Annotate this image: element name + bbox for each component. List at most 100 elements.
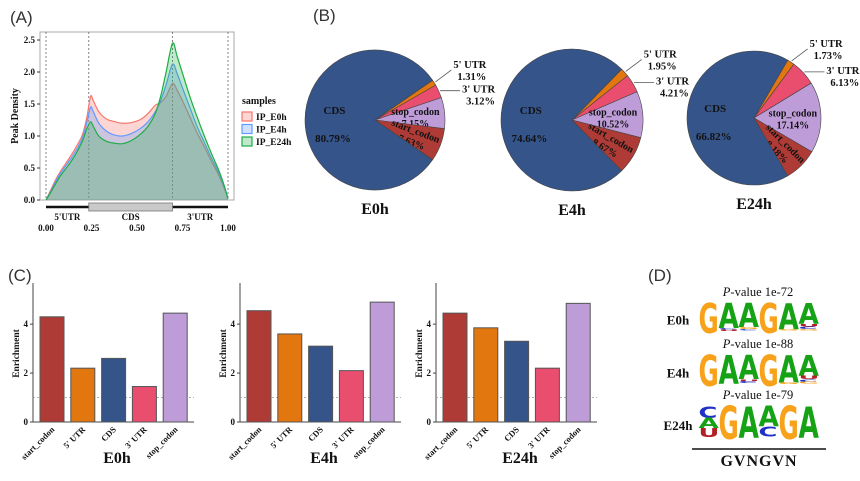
bar-start_codon [442,312,468,423]
legend-title: samples [242,96,276,107]
slice-CDS [500,48,623,192]
y-axis-title: Peak Density [10,88,21,144]
logo-letter-C: C [799,379,818,383]
x-tick-label: 0.00 [38,223,54,233]
y-axis-title: Enrichment [12,328,22,377]
slice-stop_codon [753,82,822,153]
logo-letter-C: C [739,328,758,330]
legend-label-IP_E0h: IP_E0h [256,113,287,123]
x-tick-label: 0.50 [129,223,145,233]
x-cat-label: CDS [99,424,118,443]
y-axis-title: Enrichment [219,328,229,377]
x-cat-label: 5' UTR [268,424,295,451]
area-IP_E4h [46,63,228,200]
density-chart: 0.0 0.5 1.0 1.5 2.0 2.5 5'UTR CDS 3'UTR 0.00 0.25 0… [10,31,292,233]
pie-out-pct: 4.21% [660,89,689,100]
logo-row-label: E0h [667,313,690,328]
x-cat-label: stop_codon [350,424,386,460]
leader-line [625,59,642,72]
pie-cds-pct: 66.82% [696,131,732,143]
logo-letter-C: C [719,328,738,330]
y-tick-label: 0 [24,417,29,427]
pie-in-label: stop_codon [391,107,440,118]
logo-letter-G: G [759,348,779,397]
pie-out-pct: 1.31% [457,72,486,83]
bar-chart-title: E0h [103,450,131,467]
x-cat-label: 5' UTR [61,424,88,451]
bar-CDS [101,357,127,423]
logo-letter-A: A [799,349,820,383]
logo-letter-G: G [779,329,799,331]
y-tick-label: 0 [427,417,432,427]
leader-line [791,48,808,62]
y-tick-label: 2 [427,368,432,378]
pie-out-pct: 6.13% [830,78,859,89]
y-tick-label: 2.0 [24,67,36,77]
panel-a-label: (A) [10,8,33,27]
pie-title: E24h [736,196,772,213]
bar-start_codon [39,316,65,423]
bar-chart-title: E4h [310,450,338,467]
pvalue-label: P-value 1e-72 [722,285,793,299]
logo-letter-U: U [799,323,820,327]
pie-out-label: 5' UTR [810,39,843,50]
region-box-cds [88,202,173,212]
plot-frame [39,31,235,201]
area-IP_E24h [46,42,228,201]
pie-out-label: 3' UTR [656,77,689,88]
legend-label-IP_E4h: IP_E4h [256,126,287,136]
x-cat-label: 3' UTR [526,424,553,451]
region-label: 5'UTR [54,212,81,222]
x-cat-label: start_codon [19,424,57,462]
x-cat-label: 3' UTR [123,424,150,451]
logo-letter-A: A [719,297,740,337]
logo-letter-A: A [779,297,799,338]
pie-out-label: 5' UTR [453,60,486,71]
x-cat-label: start_codon [226,424,264,462]
panel-c-label: (C) [8,266,32,285]
legend-label-IP_E24h: IP_E24h [256,138,292,148]
logo-letter-C: C [799,326,818,330]
consensus-label: GVNGVN [720,453,797,470]
y-tick-label: 2.5 [24,35,36,45]
pie-out-label: 3' UTR [462,85,495,96]
y-axis-title: Enrichment [415,328,425,377]
bar-stop_codon [162,312,188,423]
y-tick-label: 4 [427,319,432,329]
logo-letter-U: U [739,379,760,382]
pvalue-label: P-value 1e-79 [722,388,793,402]
pie-cds-label: CDS [520,105,542,117]
pie-out-pct: 3.12% [466,97,495,108]
pie-out-label: 5' UTR [644,49,677,60]
slice-CDS [304,49,434,191]
logo-letter-A: A [799,297,820,331]
pie-cds-pct: 80.79% [315,133,351,145]
logo-letter-G: G [779,382,799,384]
pie-in-pct: 10.52% [597,120,630,131]
leader-line [435,69,452,83]
x-cat-label: start_codon [422,424,460,462]
line-IP_E4h [45,63,229,201]
bar-CDS [504,340,530,423]
bar-3' UTR [131,386,157,423]
pie-out-pct: 1.95% [648,61,677,72]
y-tick-label: 2 [231,368,236,378]
region-label: CDS [122,212,140,222]
logo-letter-U: U [799,375,820,380]
pie-title: E0h [361,201,389,218]
y-tick-label: 4 [24,319,29,329]
logo-letter-G: G [699,295,719,342]
pie-cds-label: CDS [323,105,345,117]
logo-letter-A: A [799,399,820,448]
pie-in-label: stop_codon [589,108,638,119]
x-cat-label: CDS [306,424,325,443]
pie-in-pct: 17.14% [777,121,810,132]
